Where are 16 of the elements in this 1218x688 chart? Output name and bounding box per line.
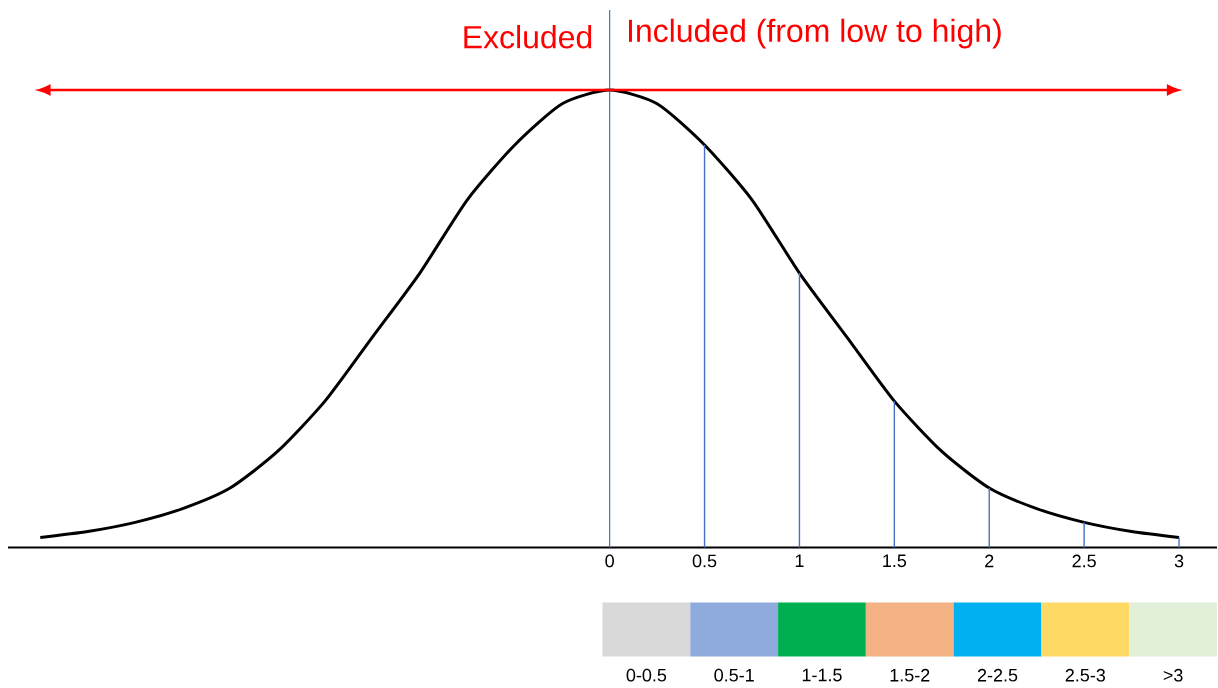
- text: Excluded: [464, 24, 592, 49]
- category-label: 1-1.5: [802, 668, 842, 682]
- x-tick-label: 2: [985, 554, 994, 567]
- x-tick-label: 3: [1174, 554, 1184, 568]
- text: Included (from low to high): [628, 18, 1001, 49]
- x-tick-label: 1.5: [883, 554, 907, 567]
- x-tick-label: 2.5: [1072, 554, 1096, 568]
- category-label: 0-0.5: [626, 668, 667, 682]
- category-label: 2-2.5: [977, 668, 1018, 682]
- x-tick-label: 0.5: [692, 554, 717, 568]
- category-label: 0.5-1: [714, 668, 754, 682]
- category-label: 1.5-2: [890, 668, 930, 682]
- x-tick-label: 1: [795, 554, 804, 567]
- x-tick-label: 0: [605, 554, 614, 568]
- category-label: >3: [1163, 668, 1183, 682]
- category-label: 2.5-3: [1065, 668, 1106, 682]
